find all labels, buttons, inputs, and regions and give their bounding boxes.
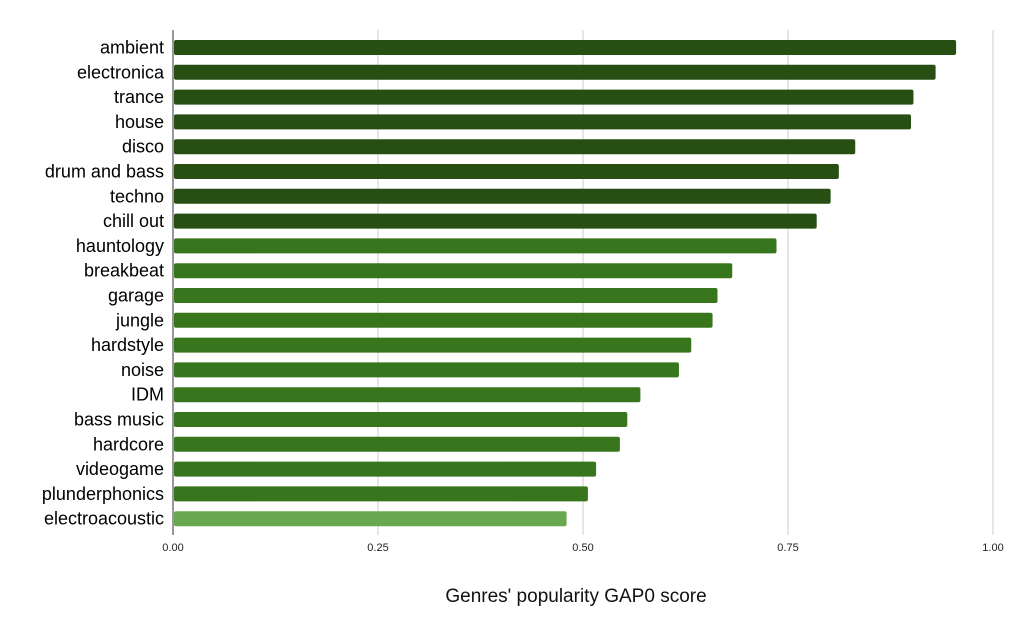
bar bbox=[174, 288, 718, 303]
category-label: chill out bbox=[103, 211, 164, 231]
category-label: noise bbox=[121, 360, 164, 380]
category-label: bass music bbox=[74, 410, 164, 430]
bar bbox=[174, 238, 777, 254]
bar bbox=[174, 387, 641, 403]
bar bbox=[174, 461, 597, 477]
category-label: electronica bbox=[77, 62, 165, 82]
category-label: hardcore bbox=[93, 434, 164, 454]
bar bbox=[174, 511, 567, 527]
bar bbox=[174, 312, 713, 328]
x-tick-label: 0.75 bbox=[777, 542, 798, 554]
bar bbox=[174, 213, 817, 229]
category-label: techno bbox=[110, 186, 164, 206]
bar bbox=[174, 362, 679, 378]
bars bbox=[174, 40, 957, 527]
bar bbox=[174, 436, 620, 452]
bar bbox=[174, 89, 914, 105]
category-label: disco bbox=[122, 137, 164, 157]
bar bbox=[174, 139, 856, 155]
category-label: drum and bass bbox=[45, 162, 164, 182]
bar bbox=[174, 412, 628, 427]
bar bbox=[174, 486, 588, 502]
bar bbox=[174, 114, 911, 130]
bar bbox=[174, 64, 936, 80]
x-tick-label: 0.50 bbox=[572, 542, 593, 554]
x-tick-labels: 0.00 0.25 0.50 0.75 1.00 bbox=[162, 542, 1003, 554]
x-tick-label: 0.00 bbox=[162, 542, 183, 554]
category-labels: ambient electronica trance house disco drum a… bbox=[42, 38, 165, 529]
gridlines bbox=[377, 30, 994, 535]
category-label: garage bbox=[108, 286, 164, 306]
bar bbox=[174, 40, 957, 55]
bar bbox=[174, 263, 733, 279]
category-label: jungle bbox=[115, 310, 164, 330]
bar bbox=[174, 337, 692, 353]
x-tick-label: 0.25 bbox=[367, 542, 388, 554]
category-label: hardstyle bbox=[91, 335, 164, 355]
category-label: electroacoustic bbox=[44, 509, 164, 529]
x-tick-label: 1.00 bbox=[982, 542, 1003, 554]
category-label: breakbeat bbox=[84, 261, 164, 281]
bar bbox=[174, 188, 831, 204]
category-label: videogame bbox=[76, 459, 164, 479]
category-label: hauntology bbox=[76, 236, 164, 256]
bar bbox=[174, 164, 839, 179]
category-label: ambient bbox=[100, 38, 164, 58]
category-label: trance bbox=[114, 87, 164, 107]
category-label: plunderphonics bbox=[42, 484, 164, 504]
x-axis-title: Genres' popularity GAP0 score bbox=[445, 586, 706, 607]
category-label: house bbox=[115, 112, 164, 132]
category-label: IDM bbox=[131, 385, 164, 405]
